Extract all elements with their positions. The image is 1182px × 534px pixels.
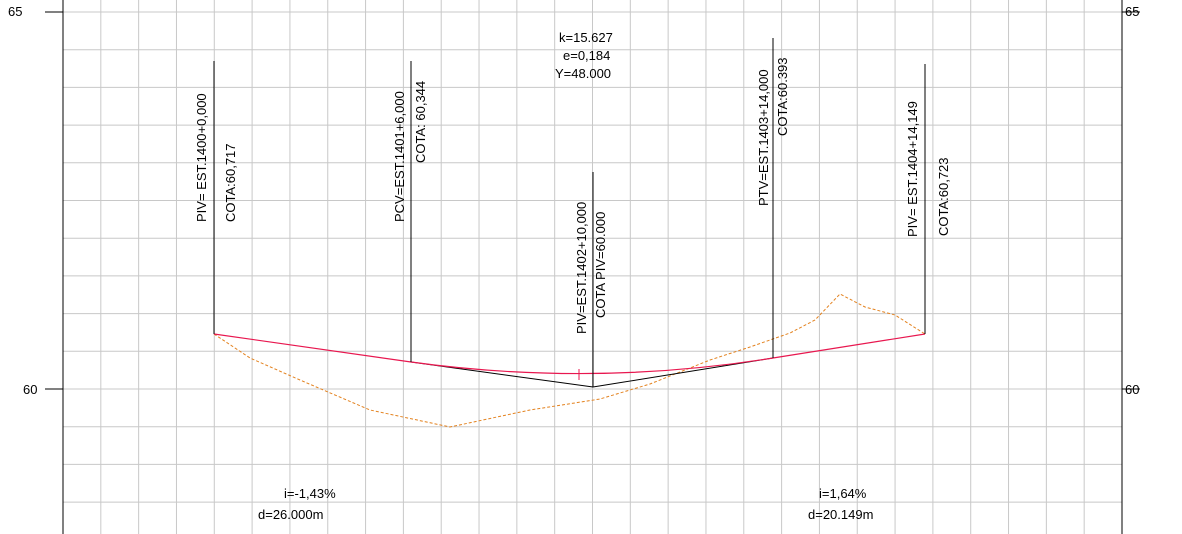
terrain-profile-line [213,293,926,428]
ptv-station-label: PTV=EST.1403+14,000 [756,69,771,206]
curve-y-label: Y=48.000 [555,66,611,81]
pcv-station-label: PCV=EST.1401+6,000 [392,91,407,222]
pcv-cota-label: COTA: 60,344 [413,81,428,163]
right-grade-label: i=1,64% [819,486,867,501]
curve-e-label: e=0,184 [563,48,610,63]
piv1-cota-label: COTA:60,717 [223,143,238,222]
curve-k-label: k=15.627 [559,30,613,45]
left-grade-label: i=-1,43% [284,486,336,501]
piv2-cota-label: COTA PIV=60.000 [593,212,608,318]
left-distance-label: d=26.000m [258,507,323,522]
piv2-station-label: PIV=EST.1402+10,000 [574,202,589,334]
axis-label-65-left: 65 [8,4,22,19]
piv3-cota-label: COTA:60,723 [936,157,951,236]
piv1-station-label: PIV= EST.1400+0,000 [194,93,209,222]
ptv-cota-label: COTA:60.393 [775,57,790,136]
right-distance-label: d=20.149m [808,507,873,522]
piv3-station-label: PIV= EST.1404+14,149 [905,101,920,237]
grade-line [213,333,926,375]
grid [63,0,1122,534]
axis-label-60-right: 60 [1125,382,1139,397]
axis-label-60-left: 60 [23,382,37,397]
axis-label-65-right: 65 [1125,4,1139,19]
